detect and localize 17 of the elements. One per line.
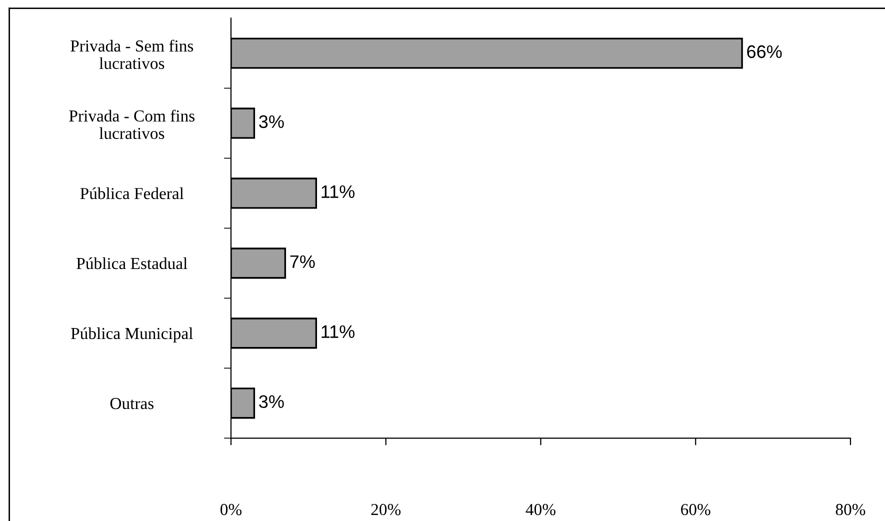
y-tick-label: Pública Estadual: [76, 257, 188, 270]
y-tick-label: Privada - Sem fins lucrativos: [70, 40, 194, 70]
y-tick-label: Pública Federal: [80, 187, 184, 200]
x-tick-label: 60%: [681, 504, 710, 516]
y-tick-label: Privada - Com fins lucrativos: [69, 110, 194, 140]
data-label: 66%: [747, 45, 782, 58]
x-tick-label: 80%: [836, 504, 866, 516]
data-label: 3%: [259, 395, 284, 408]
data-label: 3%: [259, 115, 284, 128]
data-label: 11%: [322, 185, 354, 198]
data-label: 7%: [290, 255, 315, 268]
y-tick-label: Outras: [110, 398, 154, 410]
x-tick-label: 40%: [526, 504, 556, 516]
x-tick-label: 20%: [371, 504, 401, 516]
x-tick-label: 0%: [220, 504, 242, 516]
y-tick-label: Pública Municipal: [71, 327, 193, 343]
data-label: 11%: [322, 325, 354, 338]
